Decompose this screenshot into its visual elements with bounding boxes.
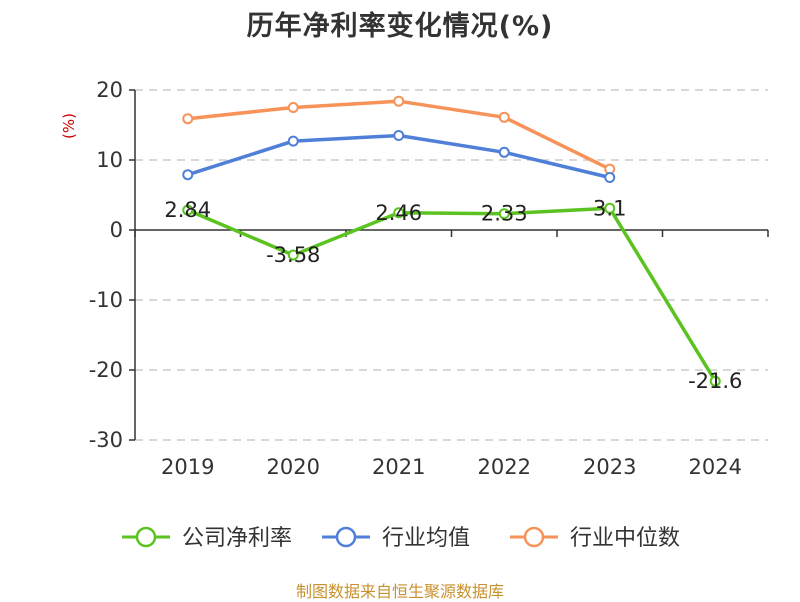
source-note: 制图数据来自恒生聚源数据库 [295, 582, 504, 601]
y-tick-label: 20 [96, 78, 123, 102]
data-point [182, 169, 194, 181]
data-point [604, 172, 616, 183]
legend-marker [523, 526, 545, 548]
data-point [287, 102, 299, 113]
chart-title: 历年净利率变化情况(%) [246, 11, 554, 42]
data-point [393, 207, 405, 219]
legend-label: 行业中位数 [570, 526, 680, 551]
data-labels: 2.84 -3.58 2.46 2.33 3.1 -21.6 [164, 196, 742, 393]
y-tick-label: -10 [89, 288, 123, 312]
y-tick-label: 10 [96, 148, 123, 172]
data-label: -3.58 [266, 243, 320, 267]
series-line-0 [187, 206, 717, 383]
data-point [393, 95, 405, 107]
legend-marker [335, 526, 357, 548]
legend: 公司净利率 行业均值 行业中位数 [122, 526, 680, 551]
legend-label: 行业均值 [382, 526, 470, 551]
data-label: 3.1 [593, 196, 626, 220]
data-point [498, 208, 510, 220]
x-tick-label: 2023 [583, 455, 636, 479]
data-point [709, 375, 721, 387]
data-point [287, 249, 299, 261]
y-axis-label: (%) [60, 113, 78, 139]
data-label: 2.33 [481, 202, 528, 226]
data-point [498, 111, 510, 123]
series-lines [182, 95, 721, 387]
x-tick-label: 2022 [478, 455, 531, 479]
data-point [604, 202, 616, 214]
data-point [393, 130, 405, 141]
data-point [182, 113, 194, 125]
series-line-1 [187, 133, 611, 180]
x-tick-label: 2021 [372, 455, 425, 479]
data-label: 2.46 [375, 201, 422, 225]
data-point [182, 204, 194, 216]
x-tick-label: 2019 [161, 455, 214, 479]
data-point [287, 135, 299, 147]
y-tick-label: -20 [89, 358, 123, 382]
legend-marker [135, 526, 157, 548]
grid-lines [135, 89, 768, 441]
legend-label: 公司净利率 [182, 526, 292, 551]
x-tick-label: 2020 [267, 455, 320, 479]
data-point [498, 146, 510, 158]
y-tick-label: 0 [110, 218, 123, 242]
x-tick-label: 2024 [689, 455, 742, 479]
axes: 20 10 0 -10 -20 -30 (%) 2019 2020 2021 2022 2023 202… [60, 78, 769, 479]
y-tick-label: -30 [89, 428, 123, 452]
data-label: 2.84 [164, 198, 211, 222]
data-label: -21.6 [688, 369, 742, 393]
